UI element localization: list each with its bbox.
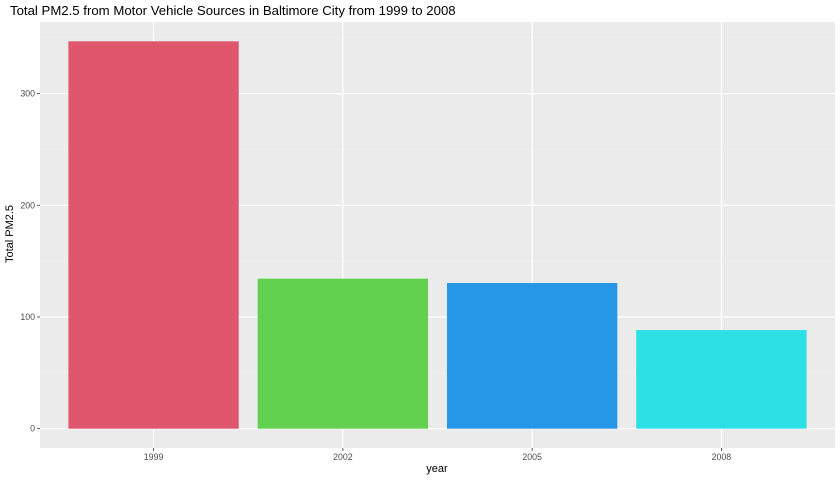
bar-2005 [446,283,618,429]
y-axis: 0 100 200 300 [20,89,40,434]
x-tick-label: 2008 [712,452,732,462]
bars [68,41,807,429]
bar-2002 [257,278,429,429]
x-tick-label: 2005 [522,452,542,462]
x-axis-label: year [426,463,448,475]
bar-1999 [68,41,239,429]
y-tick-label: 100 [20,312,35,322]
bar-2008 [636,330,807,429]
chart-title: Total PM2.5 from Motor Vehicle Sources i… [10,3,456,18]
y-tick-label: 0 [30,424,35,434]
y-tick-label: 300 [20,89,35,99]
x-tick-label: 1999 [144,452,164,462]
y-axis-label: Total PM2.5 [4,205,16,263]
x-axis: 1999 2002 2005 2008 [144,448,732,462]
y-tick-label: 200 [20,200,35,210]
x-tick-label: 2002 [333,452,353,462]
